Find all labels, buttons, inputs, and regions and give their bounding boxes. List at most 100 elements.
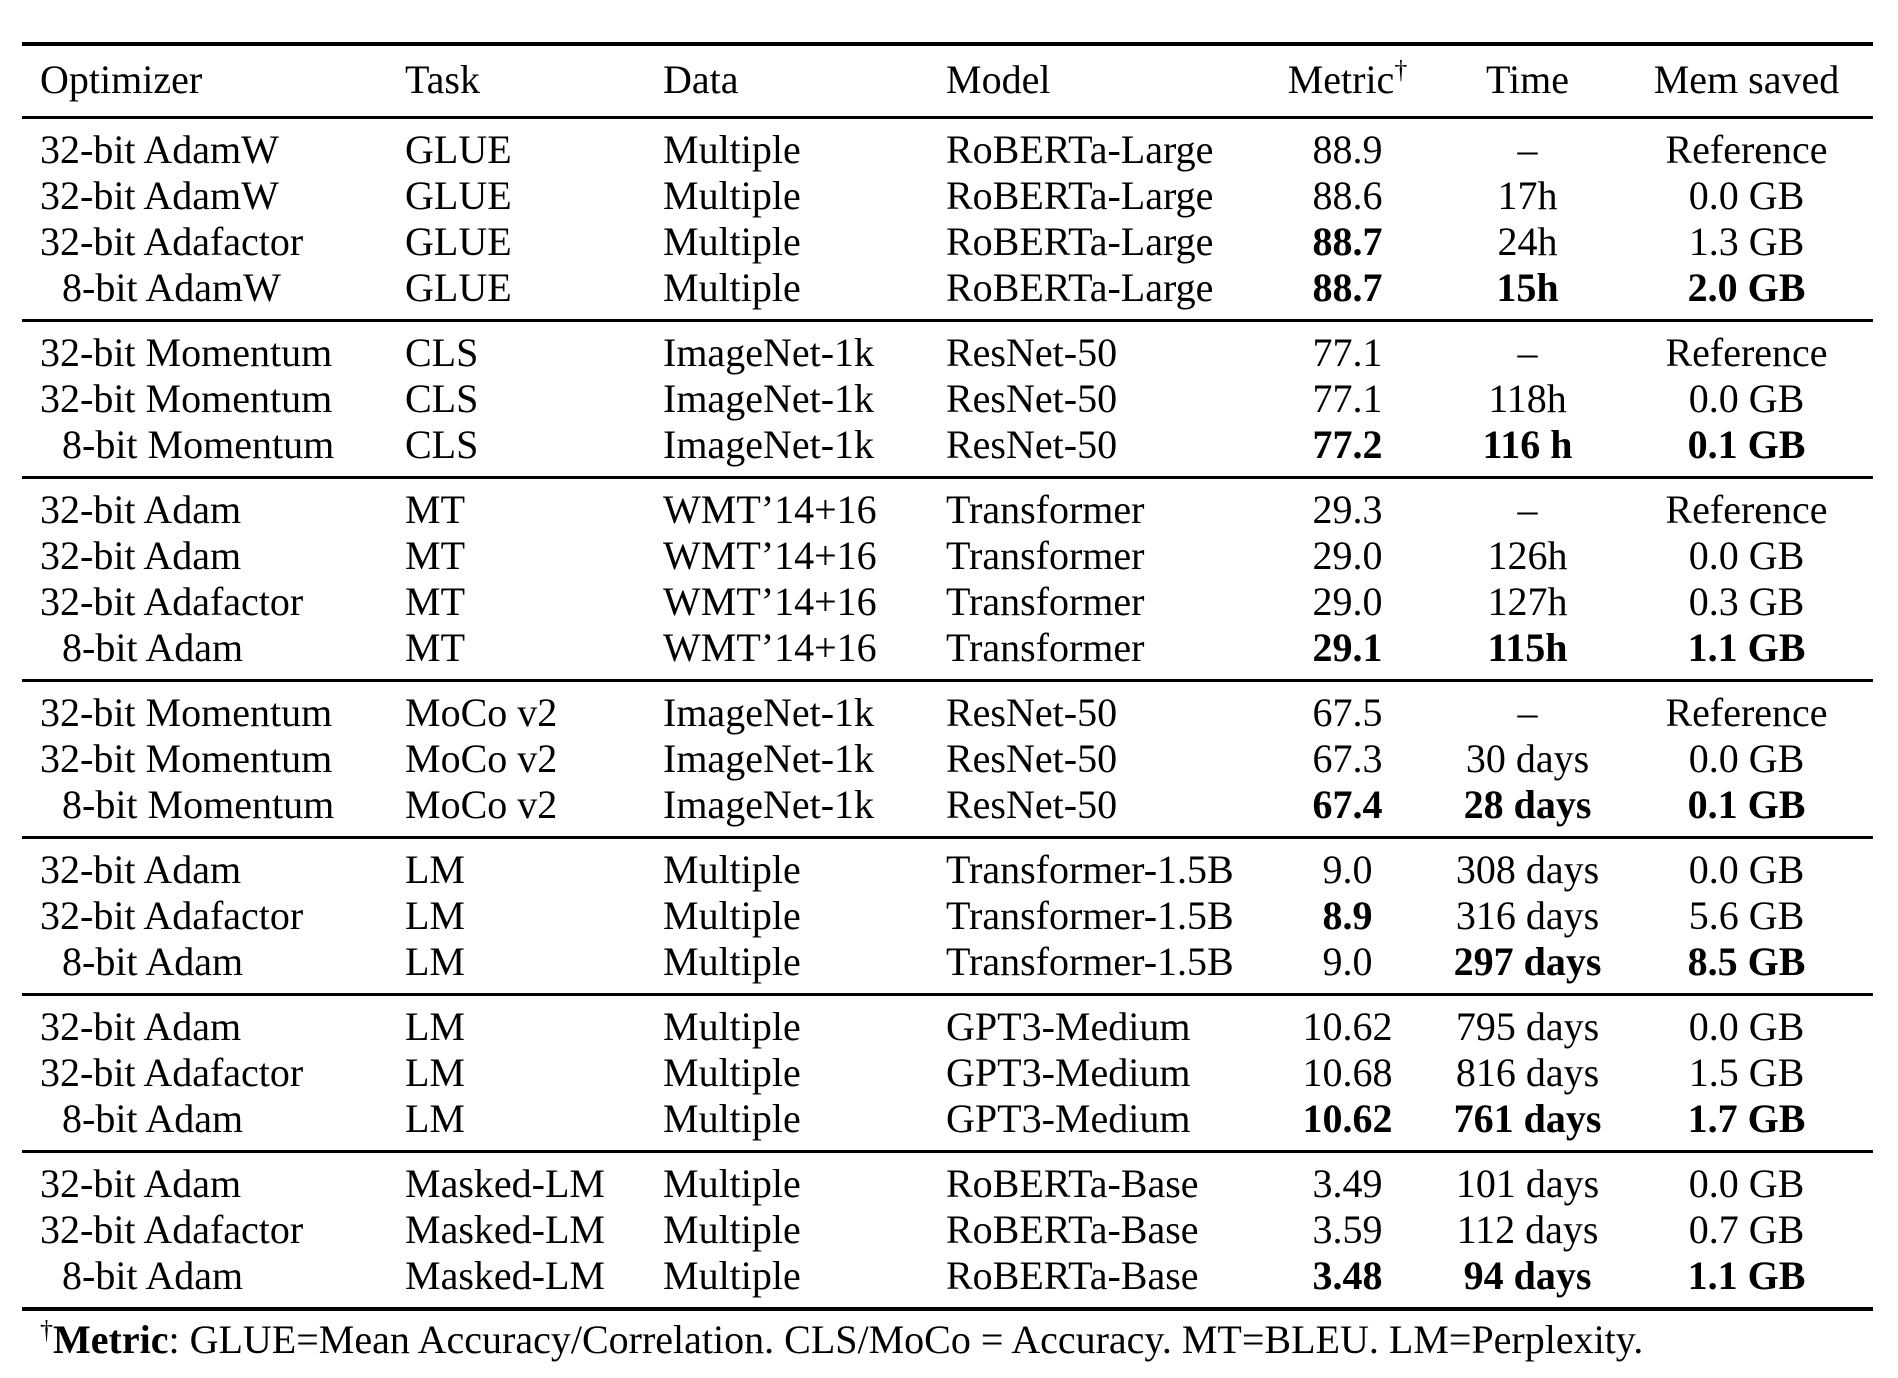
cell-mem_saved: 0.0 GB	[1688, 736, 1805, 781]
cell-metric: 3.49	[1260, 1150, 1435, 1207]
cell-optimizer: 32-bit Adafactor	[40, 1050, 304, 1095]
cell-data: Multiple	[663, 939, 801, 984]
cell-time: 115h	[1487, 625, 1568, 670]
cell-metric: 29.3	[1260, 476, 1435, 533]
cell-metric: 88.9	[1312, 127, 1383, 172]
cell-data: WMT’14+16	[663, 533, 877, 578]
cell-optimizer: 32-bit Adafactor	[40, 219, 304, 264]
cell-model: RoBERTa-Base	[946, 1253, 1199, 1298]
cell-metric: 67.4	[1312, 782, 1383, 827]
cell-model: Transformer-1.5B	[946, 939, 1234, 984]
cell-model: ResNet-50	[946, 736, 1118, 781]
cell-data: Multiple	[663, 219, 801, 264]
cell-mem_saved: 0.3 GB	[1688, 579, 1805, 624]
cell-metric: 10.62	[1302, 1096, 1393, 1141]
cell-data: ImageNet-1k	[663, 422, 875, 467]
cell-mem_saved: 5.6 GB	[1688, 893, 1805, 938]
cell-time: –	[1435, 319, 1620, 376]
cell-model: ResNet-50	[928, 679, 1260, 736]
table-row: 8-bit Adam LM Multiple GPT3-Medium 10.62 761 …	[22, 1096, 1873, 1152]
cell-mem_saved: Reference	[1620, 679, 1873, 736]
cell-optimizer: 32-bit AdamW	[40, 127, 279, 172]
cell-model: Transformer	[928, 476, 1260, 533]
column-header-model: Model	[928, 44, 1260, 119]
cell-optimizer: 8-bit Adam	[62, 625, 244, 670]
cell-model: Transformer-1.5B	[928, 836, 1260, 893]
table-row: 8-bit Momentum CLS ImageNet-1k ResNet-50 77.…	[22, 422, 1873, 478]
table-row: 32-bit Momentum MoCo v2 ImageNet-1k ResNet-…	[22, 736, 1873, 782]
cell-time: 316 days	[1455, 893, 1600, 938]
table-body: 32-bit AdamW GLUE Multiple RoBERTa-Large 88.…	[22, 118, 1873, 1310]
cell-metric: 3.48	[1312, 1253, 1383, 1298]
cell-metric: 9.0	[1322, 939, 1373, 984]
cell-task: MT	[405, 625, 465, 670]
cell-metric: 29.1	[1312, 625, 1383, 670]
cell-task: LM	[387, 836, 645, 893]
cell-task: MT	[387, 476, 645, 533]
cell-data: ImageNet-1k	[645, 319, 928, 376]
cell-optimizer: 8-bit Momentum	[62, 422, 335, 467]
footnote-label: Metric	[53, 1317, 169, 1362]
cell-model: RoBERTa-Base	[928, 1150, 1260, 1207]
cell-time: 795 days	[1435, 993, 1620, 1050]
cell-time: 15h	[1496, 265, 1559, 310]
cell-time: –	[1435, 679, 1620, 736]
cell-mem_saved: 0.1 GB	[1687, 422, 1806, 467]
cell-model: RoBERTa-Large	[946, 173, 1214, 218]
cell-time: 28 days	[1463, 782, 1592, 827]
cell-optimizer: 32-bit Adam	[22, 1150, 387, 1207]
results-table: Optimizer Task Data Model Metric† Time M…	[22, 42, 1873, 1311]
cell-task: MoCo v2	[387, 679, 645, 736]
cell-task: MT	[405, 533, 465, 578]
cell-data: ImageNet-1k	[663, 782, 875, 827]
cell-task: GLUE	[405, 173, 512, 218]
cell-optimizer: 32-bit Momentum	[40, 376, 333, 421]
cell-metric: 3.59	[1312, 1207, 1383, 1252]
cell-data: Multiple	[645, 993, 928, 1050]
cell-task: MT	[405, 579, 465, 624]
cell-task: LM	[405, 939, 465, 984]
cell-optimizer: 32-bit Adafactor	[40, 1207, 304, 1252]
cell-time: 24h	[1497, 219, 1558, 264]
cell-task: LM	[387, 993, 645, 1050]
cell-task: LM	[405, 1050, 465, 1095]
cell-task: CLS	[405, 422, 479, 467]
cell-data: Multiple	[663, 893, 801, 938]
cell-optimizer: 32-bit Momentum	[22, 679, 387, 736]
cell-optimizer: 32-bit Adafactor	[40, 579, 304, 624]
cell-optimizer: 32-bit Momentum	[40, 736, 333, 781]
cell-optimizer: 32-bit Adam	[22, 993, 387, 1050]
column-header-data: Data	[645, 44, 928, 119]
column-header-metric: Metric†	[1260, 44, 1435, 119]
cell-task: LM	[405, 893, 465, 938]
table-row: 32-bit Adafactor LM Multiple GPT3-Medium 10.…	[22, 1050, 1873, 1096]
cell-task: GLUE	[405, 127, 512, 172]
table-row: 32-bit AdamW GLUE Multiple RoBERTa-Large 88.…	[22, 118, 1873, 174]
table-row: 32-bit Momentum MoCo v2 ImageNet-1k ResNet-…	[22, 679, 1873, 736]
table-row: 32-bit Adafactor Masked-LM Multiple RoBERTa…	[22, 1207, 1873, 1253]
cell-data: Multiple	[663, 173, 801, 218]
cell-task: LM	[405, 1096, 465, 1141]
cell-time: 297 days	[1453, 939, 1602, 984]
cell-metric: 10.68	[1302, 1050, 1393, 1095]
cell-data: WMT’14+16	[663, 625, 877, 670]
header-row: Optimizer Task Data Model Metric† Time M…	[22, 44, 1873, 119]
cell-mem_saved: 0.7 GB	[1688, 1207, 1805, 1252]
cell-optimizer: 32-bit Adafactor	[40, 893, 304, 938]
cell-time: –	[1517, 127, 1538, 172]
table-row: 32-bit Adafactor LM Multiple Transformer-1.…	[22, 893, 1873, 939]
cell-metric: 67.5	[1260, 679, 1435, 736]
cell-metric: 29.0	[1312, 533, 1383, 578]
cell-model: ResNet-50	[946, 376, 1118, 421]
cell-model: Transformer-1.5B	[946, 893, 1234, 938]
metric-header-label: Metric	[1287, 57, 1395, 102]
cell-time: 30 days	[1465, 736, 1590, 781]
cell-optimizer: 32-bit AdamW	[40, 173, 279, 218]
cell-task: CLS	[387, 319, 645, 376]
cell-mem_saved: 0.0 GB	[1688, 173, 1805, 218]
cell-time: 101 days	[1435, 1150, 1620, 1207]
cell-metric: 67.3	[1312, 736, 1383, 781]
cell-metric: 8.9	[1322, 893, 1373, 938]
cell-metric: 77.1	[1312, 376, 1383, 421]
cell-task: MoCo v2	[405, 782, 558, 827]
